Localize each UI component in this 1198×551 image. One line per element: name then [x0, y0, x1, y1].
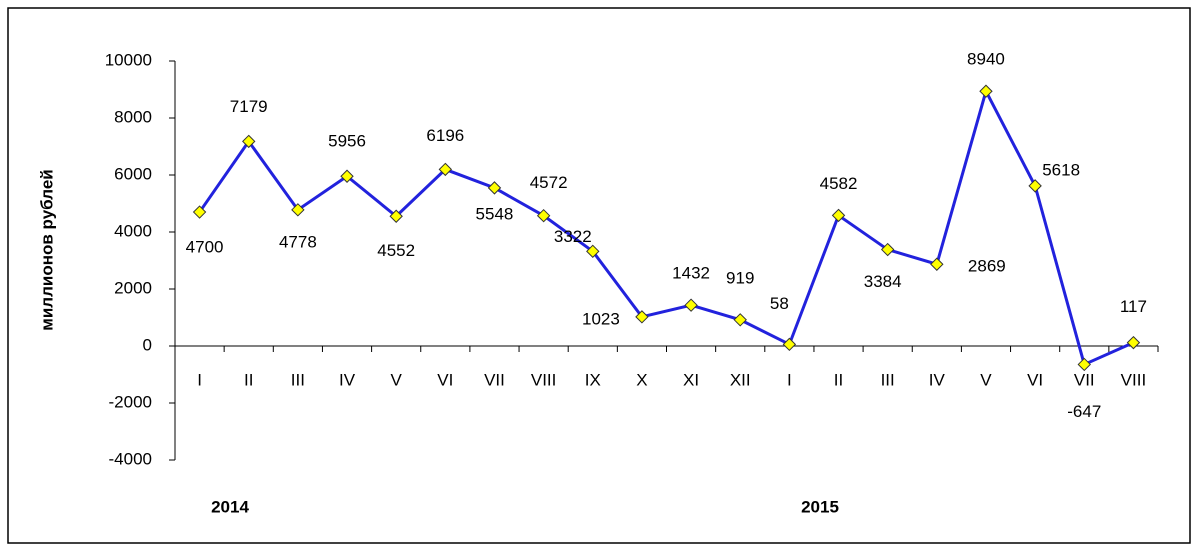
marker	[831, 208, 846, 223]
data-label: 5956	[328, 132, 366, 151]
marker	[930, 257, 944, 271]
marker	[487, 181, 502, 195]
x-tick-label: VII	[1074, 370, 1095, 389]
x-tick-label: VI	[1027, 370, 1043, 389]
x-tick-label: XI	[683, 370, 699, 389]
x-tick-label: X	[636, 370, 647, 389]
marker	[979, 84, 993, 98]
marker	[536, 208, 551, 223]
y-tick-label: 8000	[114, 107, 152, 126]
y-tick-label: -4000	[109, 449, 152, 468]
data-label: 5618	[1042, 160, 1080, 179]
marker	[733, 313, 747, 327]
data-label: 4572	[530, 173, 568, 192]
frame	[7, 7, 1191, 544]
data-label: 2869	[968, 257, 1006, 276]
y-tick-label: 10000	[105, 50, 152, 69]
year-label: 2015	[801, 497, 839, 516]
marker	[684, 298, 698, 312]
data-label: -647	[1067, 402, 1101, 421]
marker	[586, 244, 600, 259]
data-label: 919	[726, 268, 754, 287]
x-tick-label: III	[291, 370, 305, 389]
data-label: 1023	[582, 309, 620, 328]
x-tick-label: VI	[437, 370, 453, 389]
marker	[242, 134, 256, 149]
y-tick-label: 6000	[114, 164, 152, 183]
x-tick-label: IV	[339, 370, 356, 389]
marker	[340, 169, 354, 183]
x-tick-label: XII	[730, 370, 751, 389]
y-tick-label: 2000	[114, 278, 152, 297]
x-tick-label: IV	[929, 370, 946, 389]
marker	[1077, 357, 1091, 372]
marker	[1126, 335, 1141, 350]
y-tick-label: 0	[143, 335, 152, 354]
marker	[192, 205, 207, 219]
y-tick-label: -2000	[109, 392, 152, 411]
marker	[880, 242, 895, 257]
x-tick-label: VIII	[531, 370, 557, 389]
data-label: 58	[770, 294, 789, 313]
x-tick-label: IX	[585, 370, 601, 389]
x-tick-label: VII	[484, 370, 505, 389]
marker	[1028, 179, 1042, 193]
x-tick-label: II	[244, 370, 253, 389]
x-tick-label: III	[881, 370, 895, 389]
marker	[782, 337, 797, 352]
marker	[635, 310, 649, 324]
series-line	[198, 87, 1135, 367]
marker	[291, 203, 305, 217]
x-tick-label: V	[980, 370, 992, 389]
y-axis-label: миллионов рублей	[37, 169, 56, 330]
x-tick-label: I	[787, 370, 792, 389]
data-label: 3384	[864, 272, 902, 291]
data-label: 4582	[820, 174, 858, 193]
data-label: 117	[1120, 297, 1147, 316]
x-tick-label: VIII	[1121, 370, 1147, 389]
y-tick-label: 4000	[114, 221, 152, 240]
data-label: 5548	[476, 204, 514, 223]
data-label: 6196	[426, 126, 464, 145]
x-tick-label: V	[391, 370, 403, 389]
x-tick-label: I	[197, 370, 202, 389]
marker	[389, 209, 403, 223]
x-tick-label: II	[834, 370, 843, 389]
data-label: 3322	[554, 227, 592, 246]
data-label: 4700	[186, 238, 224, 257]
data-label: 1432	[672, 264, 710, 283]
year-label: 2014	[211, 497, 249, 516]
data-label: 4552	[377, 241, 415, 260]
data-label: 4778	[279, 232, 317, 251]
data-label: 8940	[967, 50, 1005, 69]
data-label: 7179	[230, 97, 268, 116]
marker	[438, 162, 453, 177]
